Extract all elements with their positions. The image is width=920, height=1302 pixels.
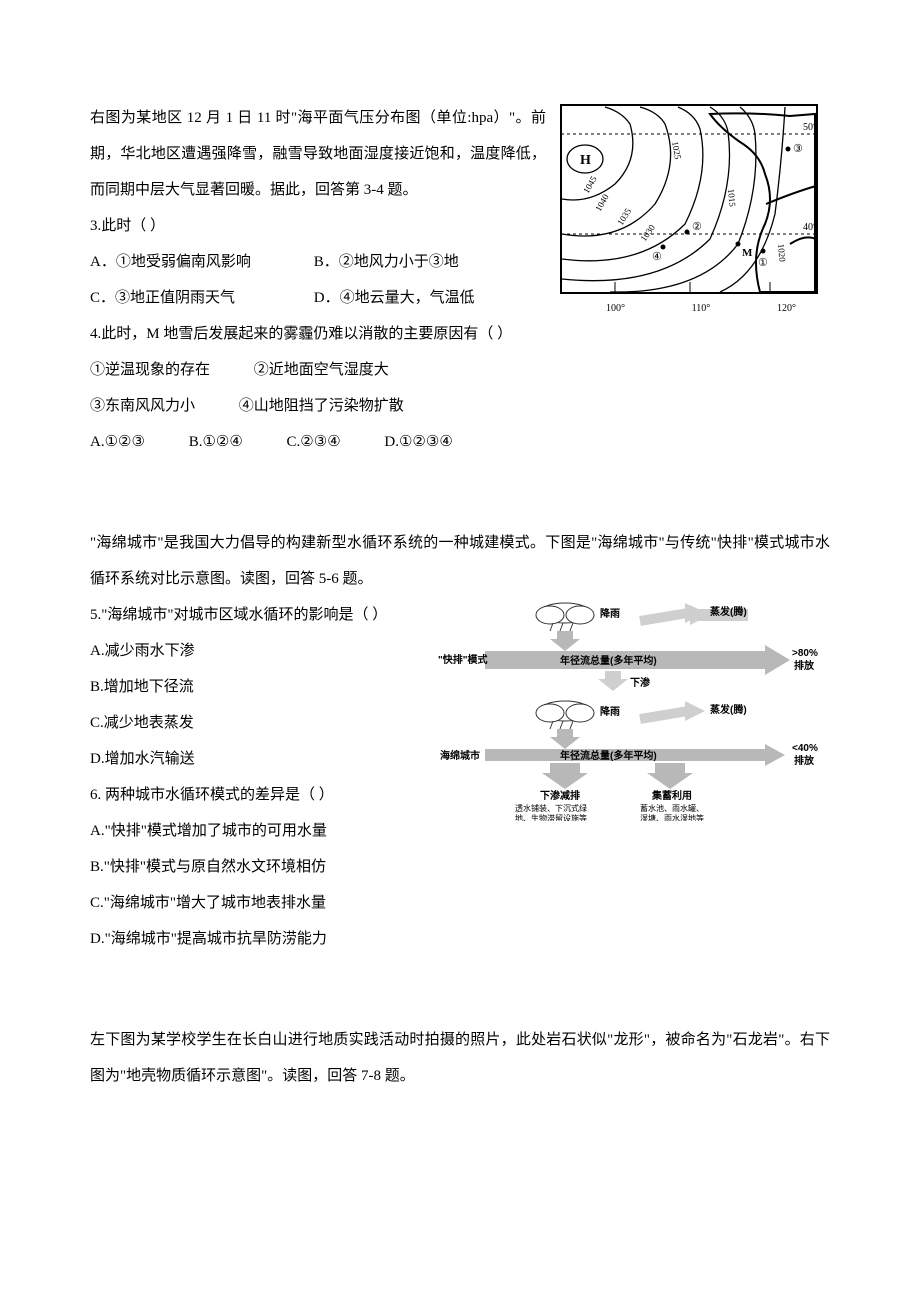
svg-text:1020: 1020 <box>776 243 788 262</box>
q4-options: A.①②③ B.①②④ C.②③④ D.①②③④ <box>90 424 830 460</box>
q4-statements-row2: ③东南风风力小 ④山地阻挡了污染物扩散 <box>90 388 830 424</box>
q6-opt-c: C."海绵城市"增大了城市地表排水量 <box>90 885 830 921</box>
svg-text:排放: 排放 <box>794 754 815 767</box>
svg-text:H: H <box>580 153 591 168</box>
sponge-city-figure: 降雨 蒸发(腾) "快排"模式 年径流总量(多年平均) >80% 排放 下渗 <box>430 601 830 835</box>
svg-text:①: ① <box>758 257 768 269</box>
svg-text:②: ② <box>692 221 702 233</box>
svg-text:③: ③ <box>793 143 803 155</box>
q4-s4: ④山地阻挡了污染物扩散 <box>239 388 404 424</box>
svg-text:>80%: >80% <box>792 648 818 659</box>
sponge-city-svg: 降雨 蒸发(腾) "快排"模式 年径流总量(多年平均) >80% 排放 下渗 <box>430 601 830 821</box>
q4-opt-d: D.①②③④ <box>384 424 452 460</box>
svg-text:地、生物滞留设施等: 地、生物滞留设施等 <box>515 813 587 821</box>
q4-opt-c: C.②③④ <box>287 424 341 460</box>
question-block-7-8: 左下图为某学校学生在长白山进行地质实践活动时拍摄的照片，此处岩石状似"龙形"，被… <box>90 1022 830 1094</box>
block3-intro: 左下图为某学校学生在长白山进行地质实践活动时拍摄的照片，此处岩石状似"龙形"，被… <box>90 1022 830 1094</box>
svg-text:M: M <box>742 247 753 259</box>
lon-label: 100° <box>606 304 625 314</box>
svg-text:排放: 排放 <box>794 659 815 672</box>
q4-stem: 4.此时，M 地雪后发展起来的雾霾仍难以消散的主要原因有（ ） <box>90 316 830 352</box>
svg-text:④: ④ <box>652 251 662 263</box>
q4-opt-a: A.①②③ <box>90 424 145 460</box>
svg-text:降雨: 降雨 <box>600 705 620 718</box>
q3-opt-d: D．④地云量大，气温低 <box>314 280 524 316</box>
svg-text:1015: 1015 <box>726 188 738 207</box>
q6-opt-d: D."海绵城市"提高城市抗旱防涝能力 <box>90 921 830 957</box>
svg-text:湿塘、雨水湿地等: 湿塘、雨水湿地等 <box>640 813 704 821</box>
svg-text:透水铺装、下沉式绿: 透水铺装、下沉式绿 <box>515 803 587 813</box>
svg-text:海绵城市: 海绵城市 <box>440 749 480 762</box>
block2-intro: "海绵城市"是我国大力倡导的构建新型水循环系统的一种城建模式。下图是"海绵城市"… <box>90 525 830 597</box>
svg-text:集蓄利用: 集蓄利用 <box>651 789 692 802</box>
svg-text:蒸发(腾): 蒸发(腾) <box>710 703 747 716</box>
lon-label: 110° <box>692 304 711 314</box>
q3-opt-c: C．③地正值阴雨天气 <box>90 280 300 316</box>
q4-s3: ③东南风风力小 <box>90 388 195 424</box>
lon-label: 120° <box>777 304 796 314</box>
svg-text:年径流总量(多年平均): 年径流总量(多年平均) <box>560 654 657 667</box>
svg-text:下渗: 下渗 <box>630 676 651 689</box>
q4-s1: ①逆温现象的存在 <box>90 352 210 388</box>
q5-opt-c: C.减少地表蒸发 <box>90 705 300 741</box>
svg-text:蓄水池、雨水罐、: 蓄水池、雨水罐、 <box>640 803 704 813</box>
svg-text:50°: 50° <box>803 122 817 133</box>
pressure-map-svg: H 1045 1040 1035 1030 1025 1015 1020 ① ②… <box>560 104 818 294</box>
svg-text:下渗减排: 下渗减排 <box>540 789 580 802</box>
q4-opt-b: B.①②④ <box>189 424 243 460</box>
q5-opt-a: A.减少雨水下渗 <box>90 633 300 669</box>
question-block-5-6: "海绵城市"是我国大力倡导的构建新型水循环系统的一种城建模式。下图是"海绵城市"… <box>90 525 830 957</box>
svg-text:蒸发(腾): 蒸发(腾) <box>710 605 747 618</box>
question-block-3-4: H 1045 1040 1035 1030 1025 1015 1020 ① ②… <box>90 100 830 460</box>
svg-text:40°: 40° <box>803 222 817 233</box>
svg-text:<40%: <40% <box>792 743 818 754</box>
pressure-map-figure: H 1045 1040 1035 1030 1025 1015 1020 ① ②… <box>560 104 830 314</box>
svg-text:年径流总量(多年平均): 年径流总量(多年平均) <box>560 749 657 762</box>
q4-s2: ②近地面空气湿度大 <box>254 352 389 388</box>
q3-opt-b: B．②地风力小于③地 <box>314 244 524 280</box>
q4-statements-row1: ①逆温现象的存在 ②近地面空气湿度大 <box>90 352 830 388</box>
q5-opt-d: D.增加水汽输送 <box>90 741 300 777</box>
svg-text:"快排"模式: "快排"模式 <box>438 653 487 666</box>
svg-text:降雨: 降雨 <box>600 607 620 620</box>
q3-opt-a: A．①地受弱偏南风影响 <box>90 244 300 280</box>
q6-opt-b: B."快排"模式与原自然水文环境相仿 <box>90 849 830 885</box>
q5-opt-b: B.增加地下径流 <box>90 669 300 705</box>
